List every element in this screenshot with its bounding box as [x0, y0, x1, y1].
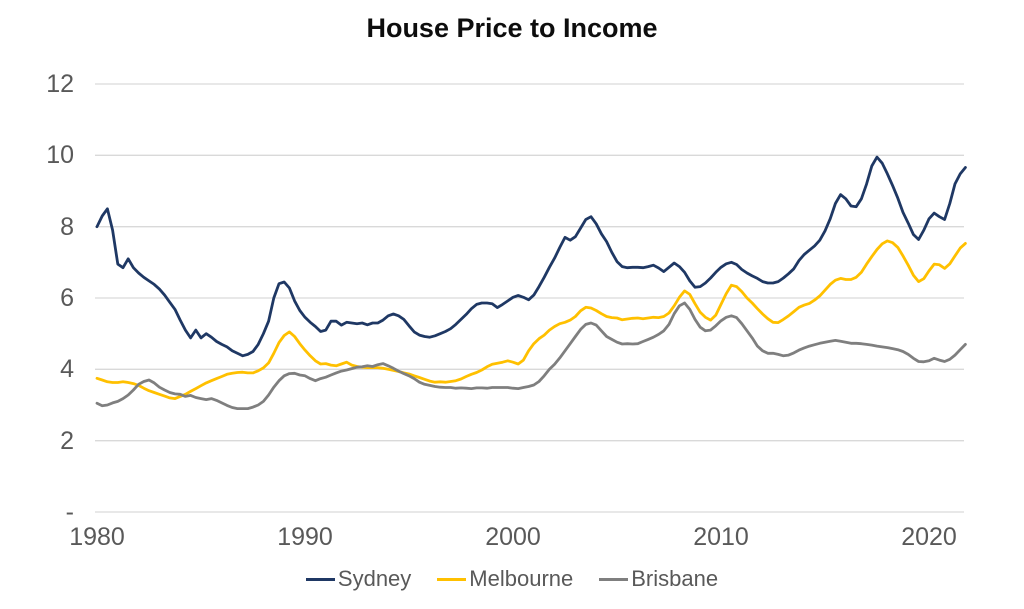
- melbourne-line: [95, 239, 967, 401]
- x-axis-tick-label: 2000: [485, 523, 541, 551]
- y-axis-tick-label: -: [65, 498, 74, 526]
- chart-title: House Price to Income: [366, 13, 658, 43]
- y-axis-tick-label: 2: [60, 426, 74, 455]
- y-axis-tick-label: 8: [60, 212, 74, 241]
- sydney-line: [95, 155, 967, 358]
- y-axis-tick-label: 6: [60, 284, 74, 312]
- legend-item-sydney: Sydney: [305, 566, 412, 592]
- x-axis-tick-label: 2020: [901, 523, 957, 551]
- brisbane-line-swatch: [599, 577, 629, 581]
- legend: Sydney Melbourne Brisbane: [0, 566, 1024, 592]
- legend-item-brisbane: Brisbane: [599, 566, 718, 592]
- x-axis-tick-label: 1990: [277, 523, 333, 551]
- legend-label-brisbane: Brisbane: [631, 566, 719, 591]
- legend-item-melbourne: Melbourne: [437, 566, 573, 592]
- x-axis-tick-label: 2010: [693, 523, 749, 551]
- sydney-line-swatch: [305, 577, 335, 581]
- y-axis-tick-label: 4: [60, 355, 74, 384]
- brisbane-line: [95, 301, 967, 411]
- y-axis-tick-label: 10: [46, 141, 74, 170]
- y-axis-tick-label: 12: [46, 70, 74, 98]
- legend-label-melbourne: Melbourne: [469, 566, 574, 591]
- melbourne-line-swatch: [437, 577, 467, 581]
- x-axis-tick-label: 1980: [69, 523, 125, 551]
- legend-label-sydney: Sydney: [337, 566, 412, 591]
